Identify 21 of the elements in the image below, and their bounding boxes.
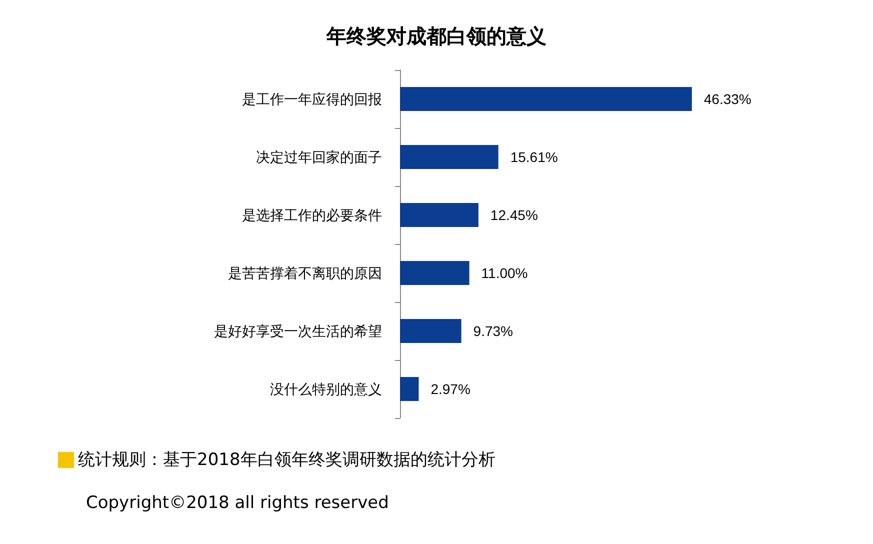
bar bbox=[400, 203, 478, 227]
y-tick-label: 是好好享受一次生活的希望 bbox=[214, 323, 382, 339]
data-label: 15.61% bbox=[510, 149, 558, 165]
bar bbox=[400, 87, 692, 111]
data-label: 12.45% bbox=[490, 207, 538, 223]
data-label: 9.73% bbox=[473, 323, 513, 339]
data-label: 2.97% bbox=[430, 381, 470, 397]
data-label: 11.00% bbox=[481, 265, 528, 281]
text: Copyright©2018 all rights reserved bbox=[86, 493, 389, 513]
bar bbox=[400, 377, 419, 401]
bar bbox=[400, 319, 462, 343]
y-tick-label: 是苦苦撑着不离职的原因 bbox=[228, 265, 382, 281]
y-tick-label: 是选择工作的必要条件 bbox=[242, 207, 382, 223]
y-tick-label: 决定过年回家的面子 bbox=[256, 149, 382, 165]
y-tick-label: 没什么特别的意义 bbox=[270, 381, 382, 397]
y-tick-label: 是工作一年应得的回报 bbox=[242, 91, 382, 107]
chart-title: 年终奖对成都白领的意义 bbox=[326, 25, 546, 48]
bar bbox=[400, 145, 498, 169]
bar bbox=[400, 261, 470, 285]
data-label: 46.33% bbox=[704, 91, 752, 107]
text: 统计规则：基于2018年白领年终奖调研数据的统计分析 bbox=[78, 449, 496, 471]
